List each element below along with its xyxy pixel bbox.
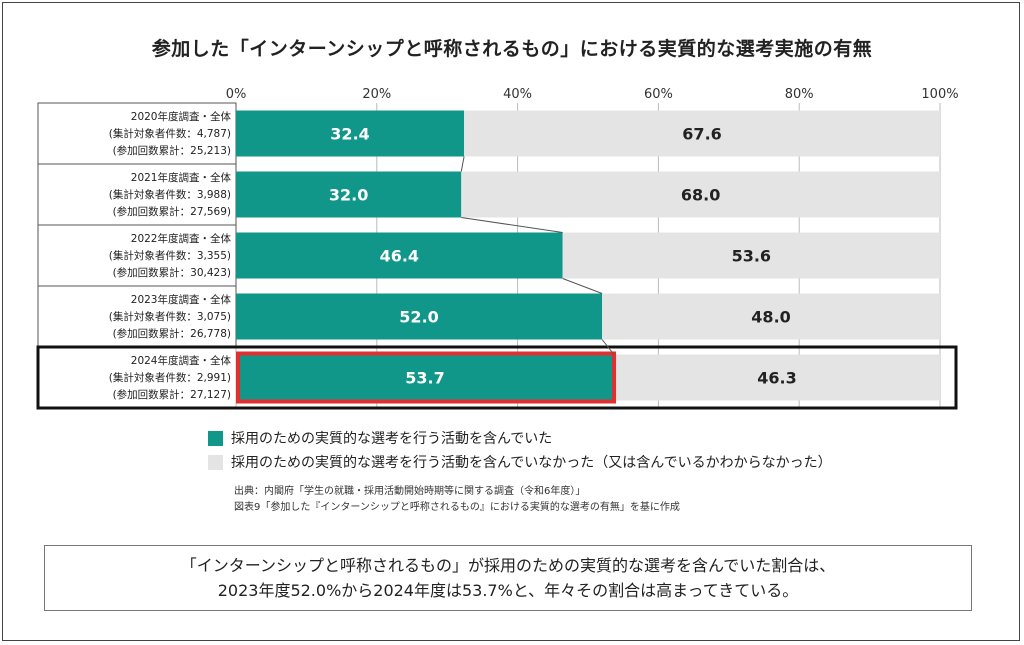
category-label: 2023年度調査・全体	[131, 293, 232, 306]
legend-label-included: 採用のための実質的な選考を行う活動を含んでいた	[231, 431, 553, 447]
category-label: (参加回数累計：26,778)	[113, 327, 231, 340]
data-label: 52.0	[399, 308, 438, 327]
connector-line	[460, 156, 465, 172]
bar-included	[236, 110, 465, 157]
x-tick-label: 80%	[785, 87, 814, 102]
bar-included	[236, 293, 603, 340]
category-label: (集計対象者件数：3,988)	[109, 188, 231, 201]
x-tick-label: 60%	[644, 87, 673, 102]
x-tick-label: 0%	[226, 87, 247, 102]
data-label: 68.0	[681, 186, 720, 205]
connector-line	[601, 339, 615, 355]
category-label: 2022年度調査・全体	[131, 232, 232, 245]
bar-not-included	[464, 110, 940, 157]
bar-not-included	[562, 232, 940, 279]
summary-box: 「インターンシップと呼称されるもの」が採用のための実質的な選考を含んでいた割合は…	[44, 545, 972, 611]
legend-swatch-included	[208, 430, 223, 446]
source-note: 出典：内閣府「学生の就職・採用活動開始時期等に関する調査（令和6年度）」 図表9…	[234, 484, 680, 516]
highlight-bar-outline	[236, 351, 617, 404]
legend-label-not-included: 採用のための実質的な選考を行う活動を含んでいなかった（又は含んでいるかわからなか…	[231, 455, 832, 471]
x-tick-label: 40%	[503, 87, 532, 102]
summary-line-2: 2023年度52.0%から2024年度は53.7%と、年々その割合は高まってきて…	[217, 581, 799, 600]
legend-item-included: 採用のための実質的な選考を行う活動を含んでいた	[208, 426, 832, 450]
stacked-bar-chart: 0% 20% 40% 60% 80% 100% 2020年度調査・全体 (集計対象者件数：4,…	[36, 87, 959, 410]
category-label: 2024年度調査・全体	[131, 354, 232, 367]
x-tick-label: 20%	[362, 87, 391, 102]
legend: 採用のための実質的な選考を行う活動を含んでいた 採用のための実質的な選考を行う活…	[208, 426, 832, 474]
data-label: 46.3	[757, 369, 796, 388]
data-label: 67.6	[682, 125, 721, 144]
category-label: 2021年度調査・全体	[131, 171, 232, 184]
highlight-row-frame	[36, 345, 958, 410]
bar-included	[236, 354, 615, 401]
data-label: 46.4	[380, 247, 419, 266]
data-label: 53.7	[405, 369, 444, 388]
category-label: (参加回数累計：27,127)	[113, 388, 231, 401]
category-label: (参加回数累計：27,569)	[113, 205, 231, 218]
data-label: 48.0	[751, 308, 790, 327]
source-line-2: 図表9「参加した『インターンシップと呼称されるもの』における実質的な選考の有無」…	[234, 502, 680, 513]
data-label: 32.0	[329, 186, 368, 205]
category-label: (集計対象者件数：2,991)	[109, 371, 231, 384]
connector-line	[461, 217, 563, 233]
data-label: 32.4	[330, 125, 369, 144]
legend-swatch-not-included	[208, 454, 223, 470]
bar-included	[236, 171, 462, 218]
bar-not-included	[614, 354, 940, 401]
category-label: (集計対象者件数：3,355)	[109, 249, 231, 262]
chart-title: 参加した「インターンシップと呼称されるもの」における実質的な選考実施の有無	[151, 38, 873, 60]
bar-not-included	[461, 171, 940, 218]
x-tick-label: 100%	[921, 87, 958, 102]
category-label: (参加回数累計：30,423)	[113, 266, 231, 279]
category-label: (参加回数累計：25,213)	[113, 144, 231, 157]
legend-item-not-included: 採用のための実質的な選考を行う活動を含んでいなかった（又は含んでいるかわからなか…	[208, 450, 832, 474]
source-line-1: 出典：内閣府「学生の就職・採用活動開始時期等に関する調査（令和6年度）」	[234, 486, 586, 497]
bar-included	[236, 232, 563, 279]
category-label: (集計対象者件数：3,075)	[109, 310, 231, 323]
summary-line-1: 「インターンシップと呼称されるもの」が採用のための実質的な選考を含んでいた割合は…	[180, 556, 836, 575]
category-label: (集計対象者件数：4,787)	[109, 127, 231, 140]
category-label: 2020年度調査・全体	[131, 110, 232, 123]
connector-line	[562, 278, 603, 294]
bar-not-included	[602, 293, 940, 340]
data-label: 53.6	[732, 247, 771, 266]
